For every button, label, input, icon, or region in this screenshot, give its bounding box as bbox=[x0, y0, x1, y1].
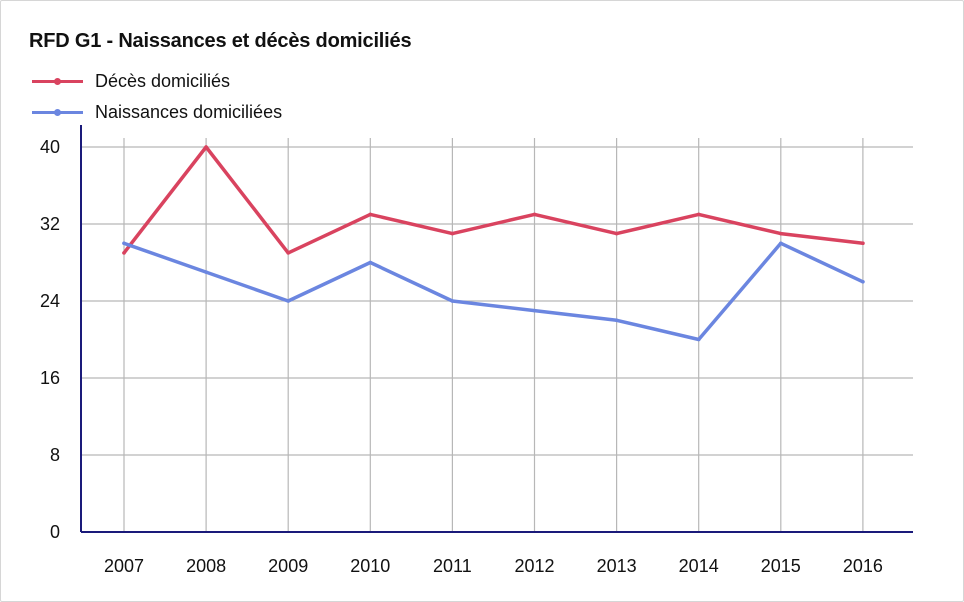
legend-label-deces: Décès domiciliés bbox=[95, 71, 231, 91]
series-1-point bbox=[532, 308, 537, 313]
series-0-point bbox=[861, 241, 865, 246]
legend-swatch-deces bbox=[32, 78, 83, 85]
series-1-point bbox=[286, 299, 291, 303]
x-tick-label: 2013 bbox=[597, 556, 637, 576]
legend-swatch-naissances bbox=[32, 109, 83, 116]
series-1-point bbox=[779, 241, 783, 246]
series-1-point bbox=[204, 270, 208, 274]
series-1-point bbox=[614, 318, 619, 323]
y-tick-label: 24 bbox=[40, 291, 60, 311]
legend-item-naissances[interactable]: Naissances domiciliées bbox=[32, 97, 282, 128]
series-0-point bbox=[779, 231, 783, 236]
x-tick-label: 2007 bbox=[104, 556, 144, 576]
x-tick-label: 2016 bbox=[843, 556, 883, 576]
chart-title: RFD G1 - Naissances et décès domiciliés bbox=[29, 30, 412, 52]
series-0-point bbox=[204, 145, 208, 149]
series-0-point bbox=[122, 251, 126, 255]
series-0-point bbox=[614, 231, 619, 236]
series-line-1 bbox=[122, 241, 865, 342]
x-tick-label: 2015 bbox=[761, 556, 801, 576]
y-tick-label: 0 bbox=[50, 522, 60, 542]
series-1-point bbox=[368, 260, 373, 265]
series-line-0 bbox=[122, 145, 865, 255]
y-tick-label: 40 bbox=[40, 137, 60, 157]
x-tick-label: 2008 bbox=[186, 556, 226, 576]
series-0-point bbox=[696, 212, 701, 217]
legend-label-naissances: Naissances domiciliées bbox=[95, 102, 283, 122]
y-tick-label: 8 bbox=[50, 445, 60, 465]
y-tick-label: 16 bbox=[40, 368, 60, 388]
x-tick-label: 2011 bbox=[433, 556, 472, 576]
series-1-point bbox=[696, 337, 701, 342]
series-1-point bbox=[861, 279, 865, 284]
x-tick-label: 2014 bbox=[679, 556, 719, 576]
y-tick-label: 32 bbox=[40, 214, 60, 234]
series-0-point bbox=[532, 212, 537, 217]
legend: Décès domiciliés Naissances domiciliées bbox=[32, 66, 282, 128]
legend-item-deces[interactable]: Décès domiciliés bbox=[32, 66, 282, 97]
x-tick-label: 2009 bbox=[268, 556, 308, 576]
series-0-point bbox=[450, 231, 455, 236]
series-0-point bbox=[286, 251, 291, 255]
x-tick-label: 2010 bbox=[350, 556, 390, 576]
x-tick-label: 2012 bbox=[514, 556, 554, 576]
series-1-point bbox=[450, 299, 455, 303]
series-1-point bbox=[122, 241, 126, 246]
series-0-point bbox=[368, 212, 373, 217]
